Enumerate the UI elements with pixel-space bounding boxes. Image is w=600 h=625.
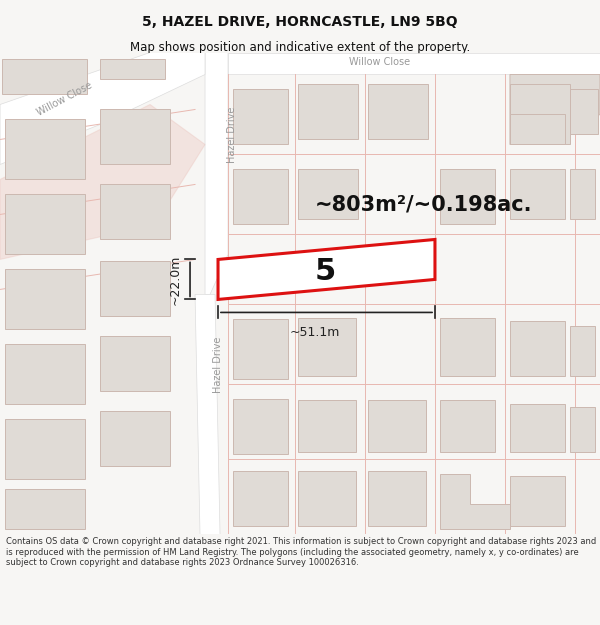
- Polygon shape: [570, 169, 595, 219]
- Text: Willow Close: Willow Close: [349, 58, 410, 68]
- Polygon shape: [5, 194, 85, 254]
- Text: ~22.0m: ~22.0m: [169, 254, 182, 304]
- Polygon shape: [298, 84, 358, 139]
- Polygon shape: [510, 114, 565, 144]
- Polygon shape: [0, 104, 205, 259]
- Polygon shape: [195, 294, 220, 534]
- Polygon shape: [298, 169, 358, 219]
- Polygon shape: [298, 318, 356, 376]
- Polygon shape: [510, 169, 565, 219]
- Polygon shape: [233, 169, 288, 224]
- Polygon shape: [570, 89, 598, 134]
- Polygon shape: [233, 399, 288, 454]
- Polygon shape: [510, 321, 565, 376]
- Polygon shape: [205, 52, 228, 294]
- Polygon shape: [510, 476, 565, 526]
- Polygon shape: [368, 471, 426, 526]
- Polygon shape: [0, 52, 205, 164]
- Polygon shape: [510, 404, 565, 452]
- Polygon shape: [510, 74, 600, 144]
- Polygon shape: [510, 84, 570, 144]
- Text: Map shows position and indicative extent of the property.: Map shows position and indicative extent…: [130, 41, 470, 54]
- Polygon shape: [218, 239, 435, 299]
- Polygon shape: [570, 408, 595, 452]
- Polygon shape: [368, 84, 428, 139]
- Polygon shape: [233, 471, 288, 526]
- Polygon shape: [228, 52, 600, 74]
- Polygon shape: [570, 326, 595, 376]
- Polygon shape: [440, 169, 495, 224]
- Text: Contains OS data © Crown copyright and database right 2021. This information is : Contains OS data © Crown copyright and d…: [6, 538, 596, 568]
- Polygon shape: [100, 411, 170, 466]
- Polygon shape: [440, 474, 510, 529]
- Text: 5: 5: [314, 257, 335, 286]
- Polygon shape: [298, 401, 356, 452]
- Polygon shape: [440, 318, 495, 376]
- Polygon shape: [5, 489, 85, 529]
- Polygon shape: [5, 419, 85, 479]
- Polygon shape: [368, 401, 426, 452]
- Polygon shape: [5, 269, 85, 329]
- Polygon shape: [2, 59, 87, 94]
- Text: ~51.1m: ~51.1m: [290, 326, 340, 339]
- Text: Willow Close: Willow Close: [36, 81, 94, 118]
- Text: ~803m²/~0.198ac.: ~803m²/~0.198ac.: [315, 194, 532, 214]
- Polygon shape: [233, 319, 288, 379]
- Polygon shape: [233, 89, 288, 144]
- Polygon shape: [100, 336, 170, 391]
- Polygon shape: [100, 109, 170, 164]
- Polygon shape: [5, 344, 85, 404]
- Polygon shape: [440, 401, 495, 452]
- Text: Hazel Drive: Hazel Drive: [213, 336, 223, 392]
- Polygon shape: [100, 184, 170, 239]
- Polygon shape: [298, 471, 356, 526]
- Polygon shape: [100, 59, 165, 79]
- Polygon shape: [5, 119, 85, 179]
- Text: Hazel Drive: Hazel Drive: [227, 106, 237, 162]
- Text: 5, HAZEL DRIVE, HORNCASTLE, LN9 5BQ: 5, HAZEL DRIVE, HORNCASTLE, LN9 5BQ: [142, 15, 458, 29]
- Polygon shape: [100, 261, 170, 316]
